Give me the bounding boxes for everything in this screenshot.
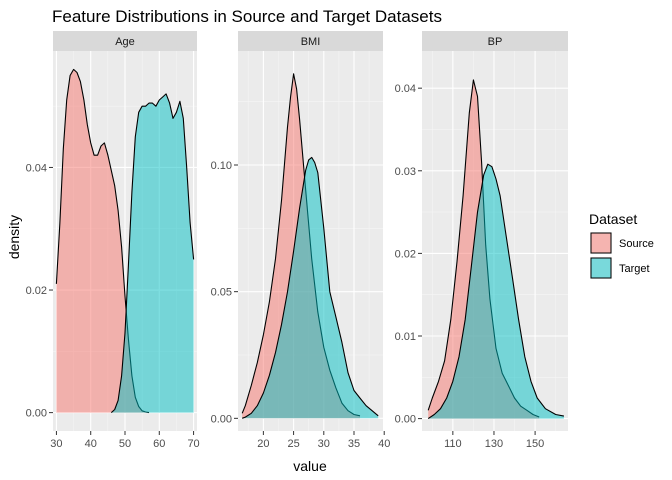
x-tick-label: 30 [50,438,62,450]
x-tick-label: 60 [153,438,165,450]
y-tick-label: 0.01 [395,331,416,343]
facet-strip-label: BP [488,36,503,48]
density-area-target [111,93,194,413]
density-line-target [427,163,565,420]
legend: Dataset Source Target [589,211,654,279]
x-tick-label: 130 [485,438,503,450]
facet-strip-label: Age [115,36,135,48]
x-tick-label: 50 [119,438,131,450]
legend-key-target [590,257,612,279]
facet-panels: Age 30 40 50 60 70 0.00 0.02 0.04 BMI 20 25 30 35 40 0.… [26,31,568,450]
y-tick-label: 0.03 [395,166,416,178]
x-tick-label: 110 [444,438,462,450]
density-line-target [110,93,195,414]
panel-bp: BP 110 130 150 0.00 0.01 0.02 0.03 0.04 [395,31,568,450]
y-tick-label: 0.00 [211,413,232,425]
y-tick-label: 0.04 [395,83,416,95]
density-area-target [242,157,379,419]
y-tick-label: 0.02 [26,285,47,297]
panel-age: Age 30 40 50 60 70 0.00 0.02 0.04 [26,31,200,450]
y-tick-label: 0.00 [395,414,416,426]
facet-strip [53,31,197,51]
x-tick-label: 70 [187,438,199,450]
legend-label-source: Source [619,238,654,250]
x-tick-label: 30 [318,438,330,450]
y-axis-title: density [6,215,22,259]
x-axis-title: value [293,458,327,474]
facet-strip-label: BMI [301,36,321,48]
x-tick-label: 35 [348,438,360,450]
density-line-target [242,156,379,419]
x-tick-label: 40 [85,438,97,450]
y-tick-label: 0.00 [26,408,47,420]
y-tick-label: 0.10 [211,160,232,172]
facet-strip [422,31,568,51]
legend-key-source [590,232,612,254]
x-tick-label: 25 [287,438,299,450]
legend-title: Dataset [589,211,637,227]
y-tick-label: 0.05 [211,287,232,299]
y-tick-label: 0.02 [395,248,416,260]
x-tick-label: 150 [526,438,544,450]
panel-bmi: BMI 20 25 30 35 40 0.00 0.05 0.10 [211,31,390,450]
x-tick-label: 20 [257,438,269,450]
facet-strip [238,31,383,51]
x-tick-label: 40 [378,438,390,450]
legend-label-target: Target [619,263,650,275]
chart-title: Feature Distributions in Source and Targ… [52,7,442,26]
y-tick-label: 0.04 [26,162,47,174]
density-area-target [428,164,564,419]
